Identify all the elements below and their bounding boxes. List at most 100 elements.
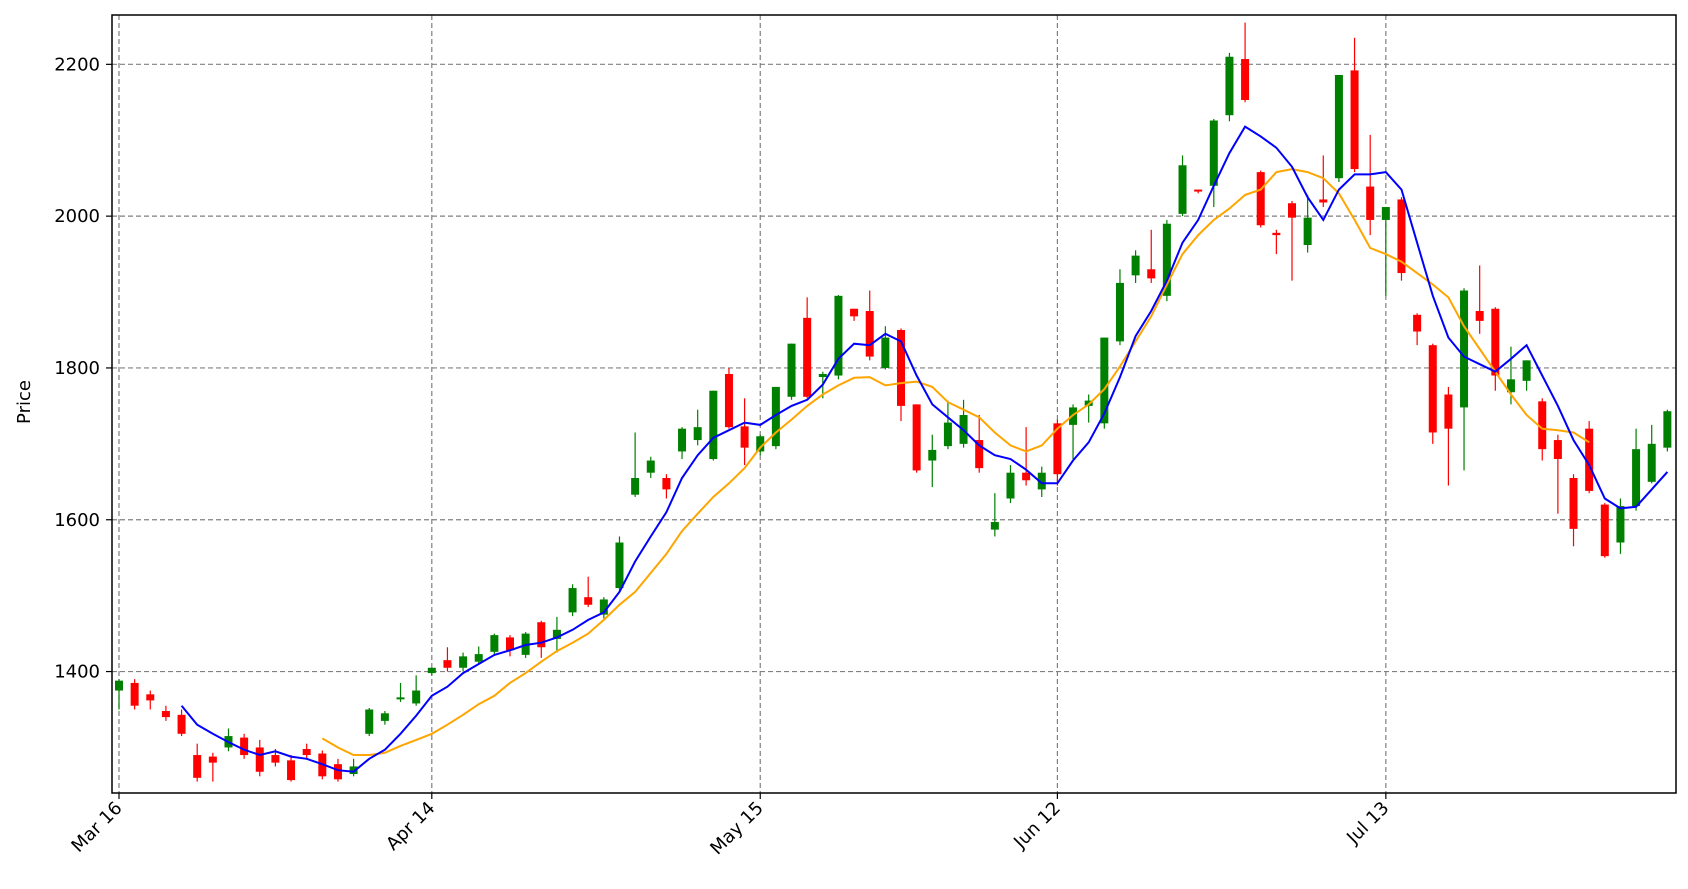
candle-body xyxy=(1241,59,1250,101)
x-axis: Mar 16 Apr 14 May 15 Jun 12 Jul 13 xyxy=(67,793,1393,859)
candle-body xyxy=(943,422,952,447)
candle-body xyxy=(1022,472,1031,481)
candle xyxy=(1178,155,1187,217)
candle-body xyxy=(1037,472,1046,490)
candle xyxy=(662,474,671,499)
candle xyxy=(1131,250,1140,283)
candle-body xyxy=(709,390,718,460)
candle-body xyxy=(208,756,217,763)
candle-body xyxy=(928,449,937,461)
candle xyxy=(756,434,765,456)
candle-body xyxy=(1131,255,1140,276)
candle-body xyxy=(1334,74,1343,179)
candle-body xyxy=(1569,478,1578,529)
candle-body xyxy=(349,766,358,775)
candle xyxy=(161,705,170,721)
candle xyxy=(1303,194,1312,253)
candle-body xyxy=(881,337,890,368)
candle xyxy=(740,398,749,466)
candle-body xyxy=(459,656,468,668)
candle xyxy=(1428,343,1437,444)
candle xyxy=(787,343,796,400)
candle-body xyxy=(490,635,499,652)
candle-body xyxy=(427,667,436,674)
candle-body xyxy=(396,697,405,700)
candle xyxy=(568,584,577,617)
candle-body xyxy=(834,295,843,376)
candle-body xyxy=(1444,394,1453,429)
candle-body xyxy=(724,374,733,428)
y-tick-label: 2000 xyxy=(54,206,100,227)
candle xyxy=(208,752,217,782)
candle xyxy=(427,667,436,676)
x-tick-label: Jun 12 xyxy=(1009,798,1065,854)
moving-average-short-line xyxy=(180,125,1669,773)
candle-body xyxy=(302,748,311,756)
candle-body xyxy=(1053,423,1062,475)
candle-body xyxy=(740,426,749,448)
candle xyxy=(1225,52,1234,122)
candle xyxy=(1006,465,1015,504)
candle-body xyxy=(1491,308,1500,376)
candle xyxy=(1647,424,1656,484)
candle xyxy=(959,399,968,448)
candle xyxy=(1522,360,1531,391)
candle-body xyxy=(255,747,264,772)
candle-body xyxy=(1319,199,1328,203)
candle xyxy=(255,739,264,777)
x-tick-label: Apr 14 xyxy=(382,798,439,855)
candle xyxy=(552,616,561,653)
candle-body xyxy=(990,522,999,530)
candle-body xyxy=(771,386,780,447)
moving-average-long-line xyxy=(321,168,1590,756)
candle xyxy=(1553,434,1562,514)
candle xyxy=(709,390,718,461)
candle xyxy=(975,415,984,473)
candle xyxy=(1115,269,1124,346)
candle xyxy=(803,297,812,399)
candle xyxy=(130,679,139,710)
candle xyxy=(302,743,311,759)
candle xyxy=(599,597,608,619)
candle-body xyxy=(1209,120,1218,186)
candle xyxy=(537,620,546,658)
candle xyxy=(287,755,296,782)
candle xyxy=(1397,197,1406,281)
candle-body xyxy=(631,478,640,495)
candle xyxy=(240,733,249,759)
candle xyxy=(646,456,655,479)
candle-body xyxy=(1506,379,1515,393)
candle xyxy=(1381,207,1390,296)
candle xyxy=(365,707,374,737)
candle-body xyxy=(552,629,561,639)
candle-body xyxy=(146,694,155,701)
candle xyxy=(1444,386,1453,486)
candle-body xyxy=(537,622,546,648)
candle xyxy=(1194,189,1203,194)
grid-lines xyxy=(112,15,1676,793)
candle-body xyxy=(646,460,655,473)
candle xyxy=(943,400,952,450)
candle-body xyxy=(693,427,702,441)
candle-body xyxy=(1522,360,1531,381)
candle xyxy=(1256,170,1265,228)
candle-body xyxy=(1397,199,1406,274)
candle-body xyxy=(1194,189,1203,192)
candle xyxy=(115,679,123,710)
candle-body xyxy=(1663,411,1672,448)
candle-body xyxy=(897,329,905,406)
candle xyxy=(1022,427,1031,486)
candle-body xyxy=(177,714,186,734)
candle-body xyxy=(161,711,170,718)
candle-body xyxy=(287,760,296,781)
candle xyxy=(1600,503,1609,558)
candle xyxy=(912,404,921,473)
candle-body xyxy=(1647,443,1656,482)
candle-body xyxy=(1100,337,1109,424)
candle xyxy=(380,711,389,725)
candles xyxy=(115,22,1672,782)
candle xyxy=(1209,118,1218,208)
candle-body xyxy=(599,599,608,615)
candle xyxy=(678,427,687,460)
